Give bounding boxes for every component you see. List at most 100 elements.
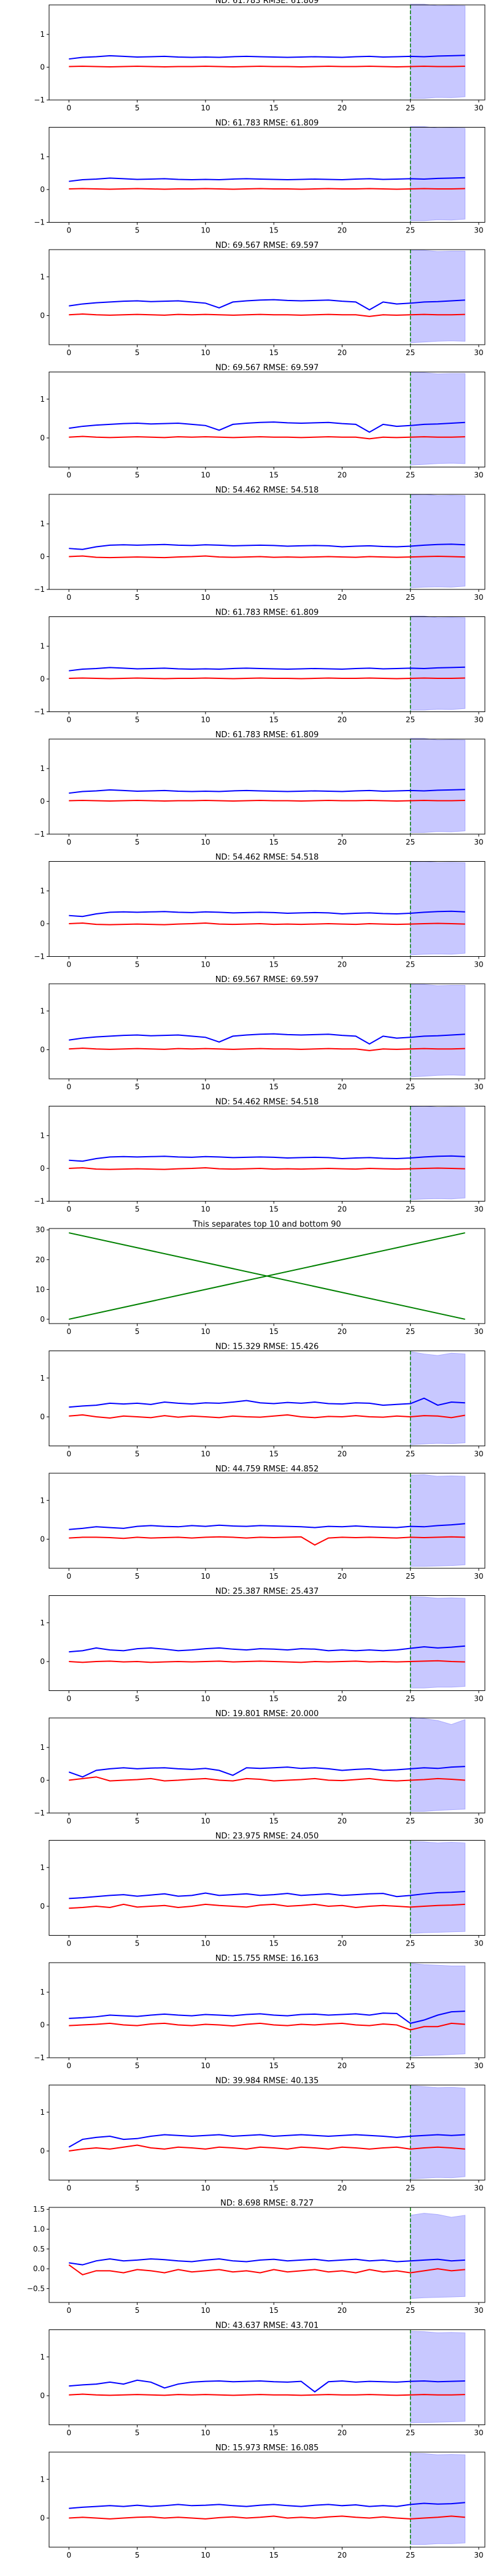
subplot-19: ND: 8.698 RMSE: 8.727 0 5 10 15 20 25 30 −0.5 0.0… — [27, 2199, 485, 2315]
subplot-7: ND: 61.783 RMSE: 61.809 0 5 10 15 20 25 30 −1 0 1 — [34, 730, 485, 846]
x-tick-label: 10 — [201, 2306, 210, 2315]
axes-frame — [48, 861, 485, 957]
series-line-1 — [69, 666, 465, 672]
subplot-15: ND: 19.801 RMSE: 20.000 0 5 10 15 20 25 30 −1 0 1 — [34, 1709, 485, 1825]
subplot-1: ND: 61.783 RMSE: 61.809 0 5 10 15 20 25 30 −1 0 1 — [34, 0, 485, 112]
y-tick-label: 0 — [40, 2514, 45, 2523]
x-tick-label: 15 — [269, 104, 278, 112]
subplot-title: ND: 39.984 RMSE: 40.135 — [215, 2077, 319, 2086]
y-tick-label: 0 — [40, 312, 45, 320]
y-tick-label: 1 — [40, 1132, 45, 1140]
series-line-1 — [69, 177, 465, 182]
x-tick-label: 10 — [201, 960, 210, 969]
series-line-2 — [69, 2515, 465, 2520]
x-tick-label: 5 — [135, 226, 140, 235]
series-line-2 — [69, 799, 465, 802]
x-tick-label: 0 — [66, 104, 71, 112]
series-line-2 — [69, 435, 465, 440]
x-tick-label: 30 — [474, 593, 483, 602]
x-tick-label: 0 — [66, 716, 71, 724]
x-tick-label: 25 — [406, 1450, 415, 1459]
x-tick-label: 20 — [338, 2061, 347, 2070]
x-tick-label: 20 — [338, 1939, 347, 1948]
x-tick-label: 5 — [135, 104, 140, 112]
prediction-interval-band — [410, 2331, 466, 2423]
x-tick-label: 5 — [135, 471, 140, 480]
x-tick-label: 10 — [201, 226, 210, 235]
y-tick-label: 0 — [40, 1657, 45, 1666]
x-tick-label: 20 — [338, 1572, 347, 1581]
x-tick-label: 20 — [338, 593, 347, 602]
x-tick-label: 15 — [269, 838, 278, 846]
x-tick-label: 15 — [269, 2551, 278, 2559]
x-tick-label: 30 — [474, 1817, 483, 1825]
x-tick-label: 25 — [406, 226, 415, 235]
x-tick-label: 10 — [201, 1083, 210, 1091]
prediction-interval-band — [410, 738, 466, 833]
x-tick-label: 5 — [135, 1695, 140, 1703]
y-tick-label: −1 — [34, 830, 45, 838]
subplot-title: ND: 15.973 RMSE: 16.085 — [215, 2444, 319, 2453]
x-tick-label: 0 — [66, 2551, 71, 2559]
y-tick-label: 0 — [40, 434, 45, 442]
x-tick-label: 5 — [135, 2184, 140, 2193]
x-tick-label: 20 — [338, 2184, 347, 2193]
series-line-2 — [69, 1660, 465, 1663]
x-tick-label: 20 — [338, 838, 347, 846]
series-line-1 — [69, 1033, 465, 1045]
y-tick-label: 0 — [40, 797, 45, 806]
series-line-1 — [69, 789, 465, 794]
y-tick-label: 0 — [40, 919, 45, 928]
x-tick-label: 10 — [201, 1939, 210, 1948]
y-tick-label: 30 — [36, 1225, 45, 1234]
x-tick-label: 5 — [135, 1939, 140, 1948]
x-tick-label: 10 — [201, 1450, 210, 1459]
x-tick-label: 10 — [201, 104, 210, 112]
y-tick-label: 0 — [40, 1776, 45, 1785]
y-tick-label: 0 — [40, 185, 45, 194]
series-line-1 — [69, 2502, 465, 2509]
x-tick-label: 30 — [474, 2184, 483, 2193]
x-tick-label: 20 — [338, 960, 347, 969]
prediction-interval-band — [410, 1351, 466, 1446]
y-tick-label: 0.0 — [33, 2264, 45, 2273]
x-tick-label: 0 — [66, 838, 71, 846]
x-tick-label: 5 — [135, 1817, 140, 1825]
subplot-2: ND: 61.783 RMSE: 61.809 0 5 10 15 20 25 30 −1 0 1 — [34, 119, 485, 235]
x-tick-label: 30 — [474, 2061, 483, 2070]
x-tick-label: 0 — [66, 1450, 71, 1459]
x-tick-label: 25 — [406, 1572, 415, 1581]
prediction-interval-band — [410, 2213, 466, 2299]
y-tick-label: 1 — [40, 1988, 45, 1996]
series-line-2 — [69, 2393, 465, 2396]
y-tick-label: 1 — [40, 764, 45, 773]
x-tick-label: 20 — [338, 2306, 347, 2315]
y-tick-label: 1 — [40, 1006, 45, 1015]
x-tick-label: 10 — [201, 471, 210, 480]
x-tick-label: 10 — [201, 2061, 210, 2070]
x-tick-label: 30 — [474, 838, 483, 846]
y-tick-label: −1 — [34, 1197, 45, 1206]
x-tick-label: 0 — [66, 1817, 71, 1825]
x-tick-label: 15 — [269, 226, 278, 235]
series-line-2 — [69, 1167, 465, 1170]
y-tick-label: 1 — [40, 1743, 45, 1752]
x-tick-label: 0 — [66, 1572, 71, 1581]
x-tick-label: 0 — [66, 960, 71, 969]
prediction-interval-band — [410, 1105, 466, 1200]
x-tick-label: 30 — [474, 716, 483, 724]
series-line-2 — [69, 1903, 465, 1909]
x-tick-label: 25 — [406, 593, 415, 602]
series-line-2 — [69, 313, 465, 317]
x-tick-label: 15 — [269, 2429, 278, 2437]
subplot-title: ND: 43.637 RMSE: 43.701 — [215, 2321, 319, 2331]
x-tick-label: 20 — [338, 716, 347, 724]
series-line-1 — [68, 1766, 465, 1778]
x-tick-label: 5 — [135, 348, 140, 357]
x-tick-label: 5 — [135, 2551, 140, 2559]
x-tick-label: 5 — [135, 838, 140, 846]
y-tick-label: −1 — [34, 708, 45, 716]
x-tick-label: 30 — [474, 2551, 483, 2559]
x-tick-label: 25 — [406, 1205, 415, 1214]
series-line-2 — [69, 1414, 465, 1419]
